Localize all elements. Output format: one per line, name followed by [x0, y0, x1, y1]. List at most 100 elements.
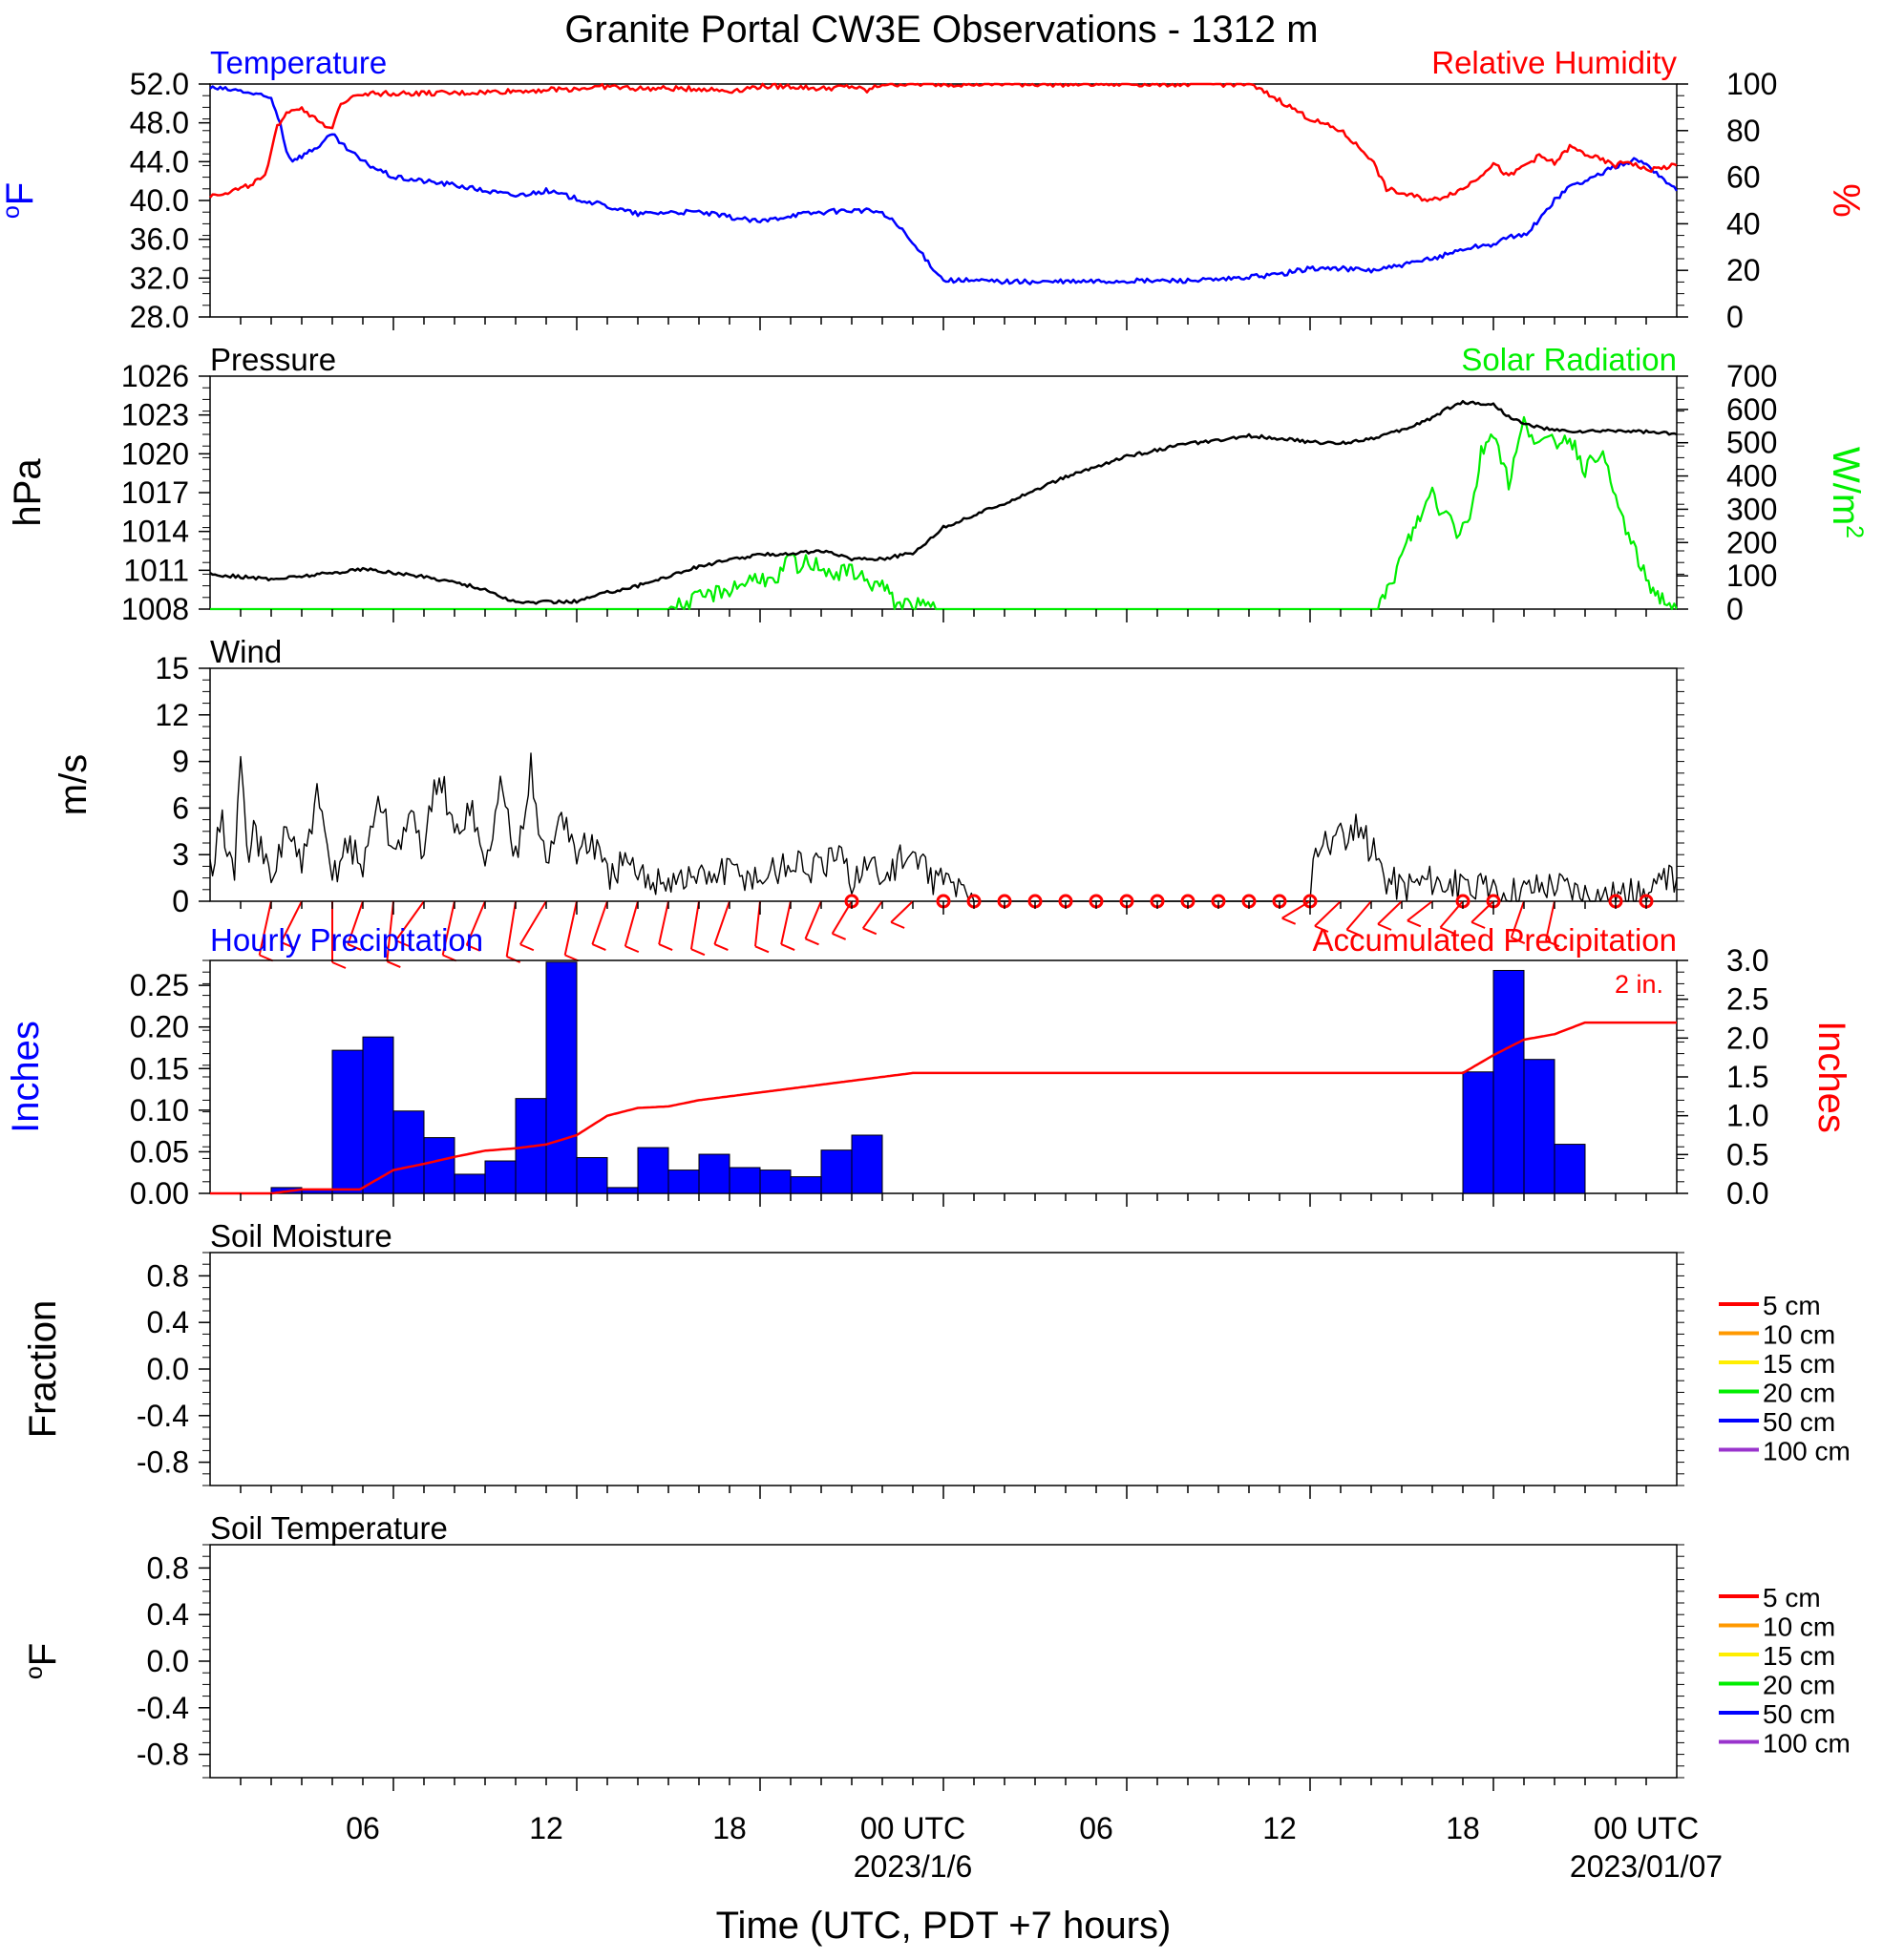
wind-barb-flag — [690, 948, 706, 957]
panel-frame — [209, 83, 1678, 318]
y-tick-label: 100 — [1726, 558, 1777, 593]
y-tick-label: 15 — [155, 651, 189, 685]
legend-label: 100 cm — [1763, 1729, 1851, 1759]
wind-barb-flag — [1407, 919, 1422, 928]
y-tick-label: 9 — [172, 745, 189, 779]
y-tick-label: -0.4 — [137, 1399, 189, 1433]
y-tick-label: 0.00 — [130, 1176, 189, 1211]
y-tick-label: 3 — [172, 837, 189, 872]
panel-precipitation: Hourly Precipitation Accumulated Precipi… — [5, 922, 1852, 1211]
y-tick-label: 300 — [1726, 492, 1777, 526]
wind-barb — [658, 900, 669, 945]
wind-barb — [1544, 900, 1555, 941]
ylabel-pressure: hPa — [7, 458, 49, 527]
x-tick-label: 12 — [529, 1811, 563, 1845]
precip-bar — [1523, 1059, 1555, 1194]
precip-bar — [790, 1176, 822, 1194]
y-tick-label: 80 — [1726, 114, 1761, 148]
x-tick-label: 00 UTC — [1594, 1811, 1699, 1845]
y-tick-label: 0.20 — [130, 1010, 189, 1044]
precip-bar — [729, 1167, 761, 1194]
wind-barb-flag — [1346, 928, 1361, 937]
wind-barb — [505, 900, 517, 958]
wind-barb — [591, 900, 608, 945]
yticks-left: 1026 1023 1020 1017 1014 1011 1008 — [121, 359, 210, 626]
panel-title-wind: Wind — [210, 634, 282, 669]
y-tick-label: 500 — [1726, 426, 1777, 460]
y-tick-label: 1023 — [121, 398, 189, 432]
y-tick-label: 0.10 — [130, 1093, 189, 1128]
y-tick-label: 48.0 — [130, 106, 189, 140]
panel-title-soil-moisture: Soil Moisture — [210, 1218, 392, 1254]
wind-barb-flag — [506, 956, 521, 963]
y-tick-label: 0.0 — [1726, 1176, 1768, 1211]
y-tick-label: 20 — [1726, 253, 1761, 287]
y-tick-label: 0 — [1726, 592, 1744, 626]
y-tick-label: 0.0 — [147, 1644, 189, 1678]
y-tick-label: 0.8 — [147, 1258, 189, 1293]
legend-label: 10 cm — [1763, 1320, 1835, 1350]
ylabel-hourly-precip: Inches — [5, 1021, 47, 1133]
y-tick-label: 600 — [1726, 392, 1777, 427]
wind-barb — [441, 900, 455, 956]
accum-total-annotation: 2 in. — [1615, 970, 1663, 999]
y-tick-label: 700 — [1726, 359, 1777, 393]
y-tick-label: 52.0 — [130, 67, 189, 101]
wind-barb-flag — [395, 939, 410, 948]
y-tick-label: 400 — [1726, 459, 1777, 494]
wind-barb — [258, 900, 272, 956]
y-tick-label: 3.0 — [1726, 943, 1768, 978]
wind-barb — [780, 900, 792, 945]
y-tick-label: 0.25 — [130, 968, 189, 1002]
precip-bar — [362, 1036, 394, 1194]
legend-label: 50 cm — [1763, 1407, 1835, 1437]
wind-barb-flag — [1281, 917, 1297, 925]
y-tick-label: -0.8 — [137, 1738, 189, 1772]
y-tick-label: 0 — [1726, 300, 1744, 334]
y-tick-label: 44.0 — [130, 144, 189, 179]
y-tick-label: 40.0 — [130, 183, 189, 218]
precip-bar — [454, 1173, 486, 1194]
x-axis: 06 12 18 00 UTC 06 12 18 00 UTC 2023/1/6… — [346, 1811, 1723, 1947]
degree-sign: o — [0, 205, 25, 219]
precip-bar — [1492, 969, 1525, 1194]
series-layer — [210, 961, 1677, 1195]
y-tick-label: 0.5 — [1726, 1137, 1768, 1171]
y-tick-label: 1011 — [123, 553, 189, 587]
x-date-label: 2023/01/07 — [1570, 1849, 1723, 1884]
y-tick-label: 12 — [155, 698, 189, 732]
series-layer — [209, 399, 1679, 611]
ylabel-solar: W/m2 — [1825, 447, 1868, 538]
y-tick-label: 36.0 — [130, 222, 189, 257]
x-tick-label: 06 — [1079, 1811, 1113, 1845]
wind-barb-flag — [624, 945, 640, 954]
wind-barb-flag — [832, 933, 847, 940]
x-tick-label: 12 — [1262, 1811, 1297, 1845]
precip-bar — [1462, 1071, 1494, 1194]
y-tick-label: 0.15 — [130, 1051, 189, 1085]
y-tick-label: 200 — [1726, 525, 1777, 559]
x-tick-label: 00 UTC — [860, 1811, 965, 1845]
wind-barb — [1377, 900, 1403, 925]
wind-barb-flag — [754, 945, 770, 954]
panel-frame — [209, 667, 1678, 902]
x-tick-label: 06 — [346, 1811, 380, 1845]
superscript-2: 2 — [1841, 525, 1868, 538]
wind-barb-flag — [281, 940, 295, 949]
panel-pressure-solar: Pressure Solar Radiation hPa W/m2 102610… — [7, 342, 1868, 626]
wind-barb — [804, 900, 822, 939]
wind-barb — [563, 900, 578, 956]
wind-barb — [280, 900, 303, 943]
precip-bar — [484, 1160, 517, 1194]
y-tick-label: 6 — [172, 790, 189, 825]
ylabel-wind: m/s — [53, 754, 95, 815]
wind-barb — [465, 900, 486, 946]
panel-title-accum-precip: Accumulated Precipitation — [1312, 922, 1677, 958]
precip-bar — [606, 1187, 639, 1194]
y-tick-label: 0.8 — [147, 1550, 189, 1585]
legend-label: 15 cm — [1763, 1641, 1835, 1671]
panel-frame — [209, 1544, 1678, 1779]
wind-barb-flag — [1470, 921, 1486, 929]
